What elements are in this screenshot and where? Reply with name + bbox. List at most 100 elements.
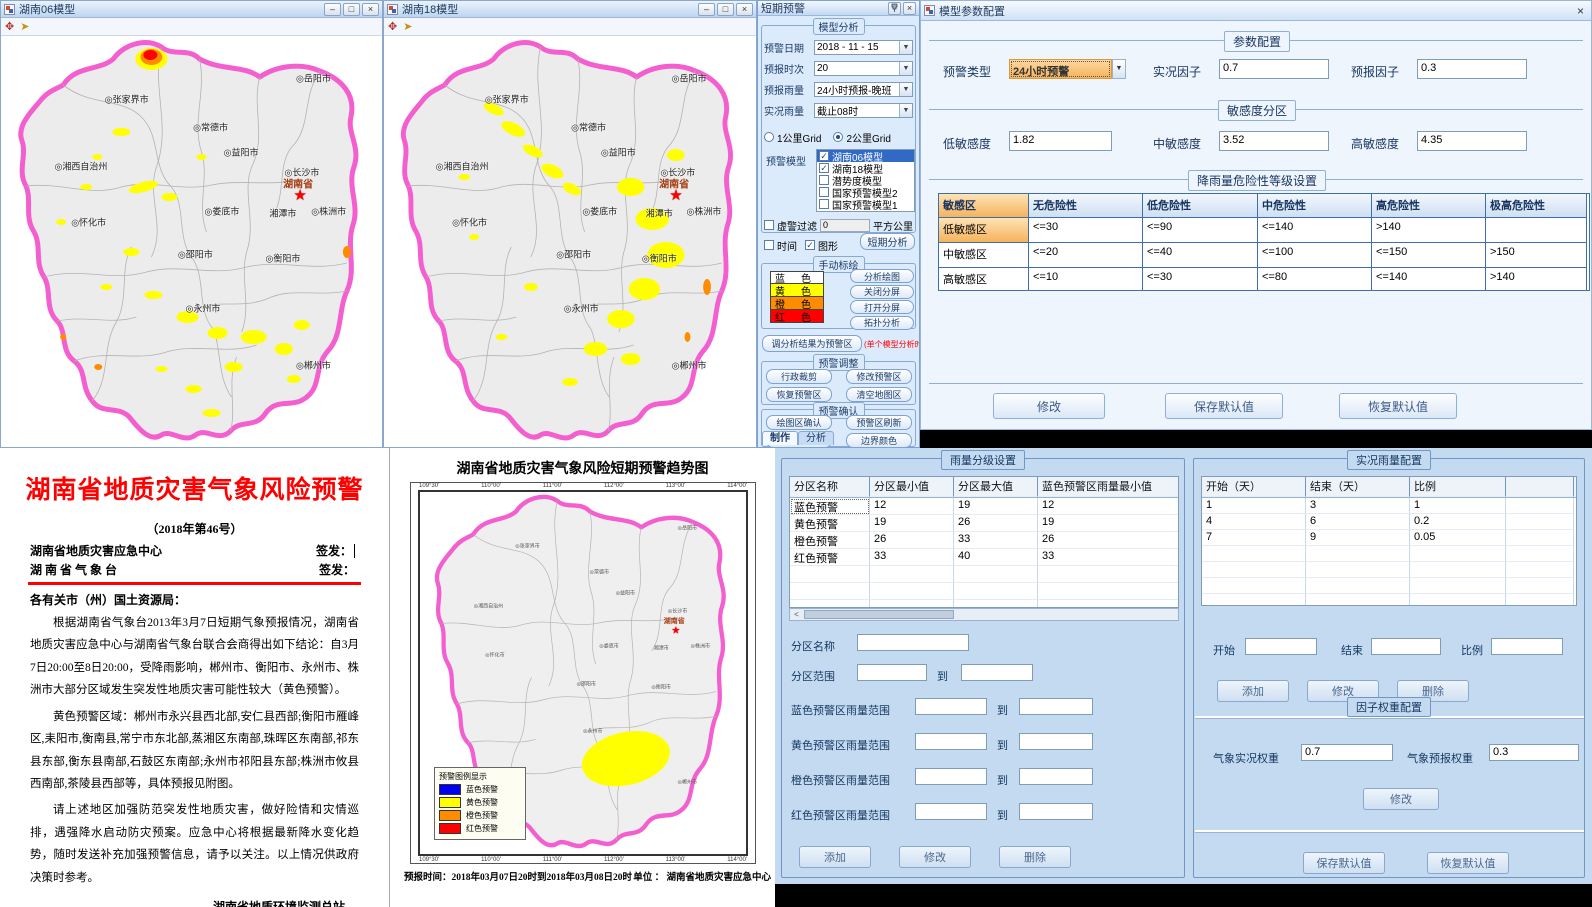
time-checkbox[interactable] — [764, 240, 774, 250]
graph-checkbox[interactable]: ✓ — [805, 240, 815, 250]
tab-制作[interactable]: 制作 — [762, 431, 798, 445]
factor-modify-button[interactable]: 修改 — [1363, 788, 1439, 810]
model-list-item[interactable]: ✓ 湖南06模型 — [817, 150, 914, 164]
confirm-button-3[interactable]: 边界颜色 — [846, 433, 912, 447]
warning-color-table[interactable]: 蓝色黄色橙色红色 — [770, 271, 824, 324]
cell[interactable]: 19 — [954, 498, 1038, 515]
grid1km-radio[interactable] — [764, 132, 774, 142]
cell[interactable]: <=40 — [1143, 243, 1258, 268]
zone-name-input[interactable] — [857, 634, 969, 651]
预报雨量-combo[interactable]: 24小时预报-晚班 ▼ — [814, 81, 913, 97]
model-checkbox[interactable] — [819, 175, 829, 185]
hazard-level-table[interactable]: 敏感区 无危险性 低危险性 中危险性 高危险性 极高危险性 低敏感区 <=30 <=90 <=14… — [938, 193, 1590, 291]
dialog-button-恢复默认值[interactable]: 恢复默认值 — [1339, 393, 1457, 419]
dialog-button-修改[interactable]: 修改 — [993, 393, 1105, 419]
adjust-button-3[interactable]: 清空地图区 — [846, 387, 912, 402]
dialog-close-icon[interactable]: × — [1576, 3, 1584, 18]
cell[interactable]: 19 — [870, 515, 954, 532]
maximize-button[interactable]: □ — [343, 2, 360, 16]
cell[interactable]: 19 — [1038, 515, 1178, 532]
model-list-item[interactable]: ✓ 湖南18模型 — [817, 162, 914, 176]
cell[interactable]: 12 — [870, 498, 954, 515]
cell[interactable]: <=30 — [1143, 268, 1258, 290]
start-input[interactable] — [1245, 638, 1317, 655]
cell[interactable]: 高敏感区 — [939, 268, 1029, 290]
cell[interactable] — [1506, 530, 1574, 546]
adjust-button-2[interactable]: 恢复预警区 — [766, 387, 832, 402]
manual-button-0[interactable]: 分析绘图 — [850, 269, 914, 283]
model-list-item[interactable]: 国家预警模型2 — [817, 186, 914, 200]
cell[interactable]: 4 — [1202, 514, 1306, 530]
cell[interactable]: <=150 — [1372, 243, 1486, 268]
cell[interactable]: >140 — [1372, 218, 1486, 243]
cell[interactable]: 红色预警 — [790, 549, 870, 566]
false-alarm-checkbox[interactable] — [764, 220, 774, 230]
color-row[interactable]: 橙色 — [770, 297, 824, 311]
table-row[interactable]: 红色预警33403336 — [790, 549, 1178, 566]
预报时次-combo[interactable]: 20 ▼ — [814, 60, 913, 76]
table-row[interactable]: 7 9 0.05 — [1202, 530, 1576, 546]
select-cursor-icon[interactable]: ➤ — [20, 20, 30, 33]
cell[interactable]: 6 — [1306, 514, 1410, 530]
low-sensitivity-input[interactable]: 1.82 — [1009, 131, 1112, 151]
cell[interactable]: 33 — [1038, 549, 1178, 566]
cell[interactable]: <=140 — [1372, 268, 1486, 290]
scroll-left-arrow[interactable]: < — [794, 610, 799, 619]
chevron-down-icon[interactable]: ▼ — [899, 82, 912, 96]
range-max-input[interactable] — [1019, 803, 1093, 820]
minimize-button[interactable]: – — [324, 2, 341, 16]
cell[interactable]: 1 — [1410, 498, 1506, 514]
actual-button-修改[interactable]: 修改 — [1307, 680, 1379, 702]
manual-button-3[interactable]: 拓扑分析 — [850, 315, 914, 330]
high-sensitivity-input[interactable]: 4.35 — [1417, 131, 1527, 151]
cell[interactable]: 33 — [870, 549, 954, 566]
cell[interactable]: <=80 — [1258, 268, 1372, 290]
header-cell[interactable]: 结束（天） — [1306, 477, 1410, 497]
horizontal-scrollbar[interactable]: < — [789, 608, 1179, 621]
chevron-down-icon[interactable]: ▼ — [899, 40, 912, 54]
adjust-button-1[interactable]: 修改预警区 — [846, 369, 912, 384]
color-row[interactable]: 黄色 — [770, 284, 824, 298]
table-row[interactable]: 蓝色预警12191215 — [790, 498, 1178, 515]
预警日期-combo[interactable]: 2018 - 11 - 15 ▼ — [814, 39, 913, 55]
cell[interactable]: <=10 — [1029, 268, 1143, 290]
实况雨量-combo[interactable]: 截止08时 ▼ — [814, 102, 913, 118]
model-checkbox[interactable] — [819, 187, 829, 197]
cell[interactable]: 低敏感区 — [939, 218, 1029, 243]
close-icon[interactable]: × — [903, 1, 916, 15]
header-cell[interactable]: 分区名称 — [790, 477, 870, 497]
confirm-button-0[interactable]: 绘图区确认 — [766, 415, 832, 430]
chevron-down-icon[interactable]: ▼ — [899, 61, 912, 75]
dialog-button-保存默认值[interactable]: 保存默认值 — [1165, 393, 1283, 419]
cell[interactable]: <=30 — [1029, 218, 1143, 243]
actual-button-删除[interactable]: 删除 — [1397, 680, 1469, 702]
header-cell[interactable]: 分区最大值 — [954, 477, 1038, 497]
range-max-input[interactable] — [1019, 733, 1093, 750]
close-button[interactable]: × — [362, 2, 379, 16]
range-min-input[interactable] — [915, 733, 987, 750]
dialog-titlebar[interactable]: 模型参数配置 × — [921, 1, 1591, 21]
ratio-input[interactable] — [1491, 638, 1563, 655]
cell[interactable]: 中敏感区 — [939, 243, 1029, 268]
rain-button-修改[interactable]: 修改 — [899, 846, 971, 868]
header-cell[interactable]: 分区最小值 — [870, 477, 954, 497]
model-list-item[interactable]: 潜势度模型 — [817, 174, 914, 188]
actual-factor-input[interactable]: 0.7 — [1219, 59, 1329, 79]
map2-area[interactable]: ◎岳阳市 ◎张家界市 ◎常德市 ◎益阳市 ◎湘西自治州 ◎长沙市 ◎娄底市 湘潭市 ◎株洲市 ◎怀… — [384, 37, 756, 447]
range-max-input[interactable] — [1019, 698, 1093, 715]
tab-分析[interactable]: 分析 — [798, 431, 834, 445]
range-min-input[interactable] — [915, 803, 987, 820]
manual-button-1[interactable]: 关闭分屏 — [850, 284, 914, 299]
header-cell[interactable]: 开始（天） — [1202, 477, 1306, 497]
cell[interactable]: <=20 — [1029, 243, 1143, 268]
warning-type-combo[interactable]: 24小时预警 ▼ — [1009, 59, 1126, 79]
header-cell[interactable]: 比例 — [1410, 477, 1506, 497]
color-row[interactable]: 红色 — [770, 310, 824, 324]
rain-button-删除[interactable]: 删除 — [999, 846, 1071, 868]
cell[interactable]: 33 — [954, 532, 1038, 549]
cell[interactable]: 9 — [1306, 530, 1410, 546]
false-alarm-input[interactable]: 0 — [820, 218, 870, 232]
minimize-button[interactable]: – — [698, 2, 715, 16]
table-row[interactable]: 4 6 0.2 — [1202, 514, 1576, 530]
grid2km-radio[interactable] — [833, 132, 844, 142]
